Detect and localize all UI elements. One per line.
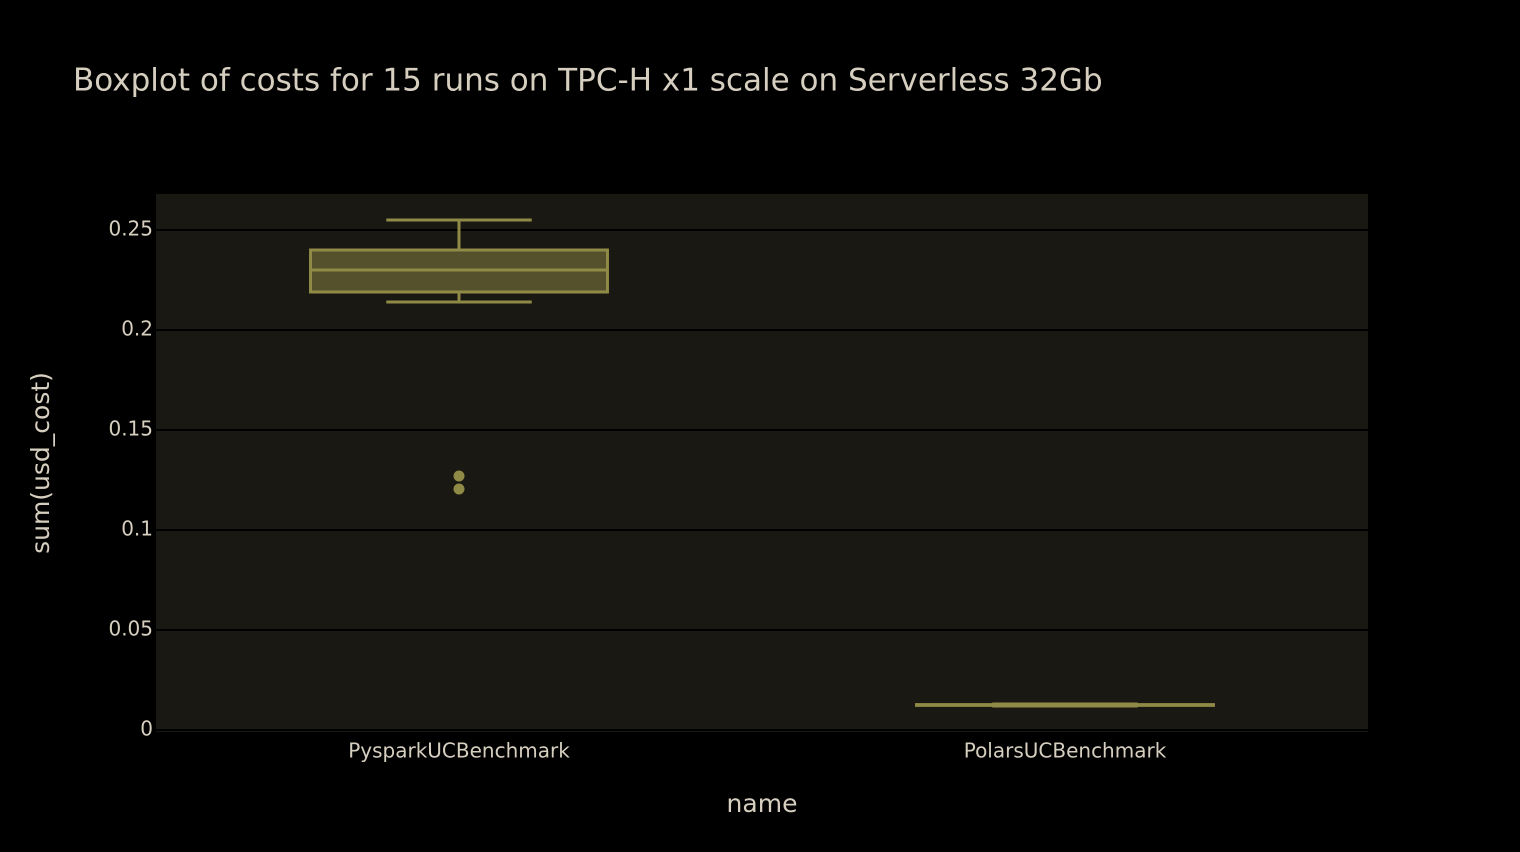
y-tick-label: 0.25: [108, 217, 153, 241]
chart-title: Boxplot of costs for 15 runs on TPC-H x1…: [73, 63, 1103, 99]
y-tick-label: 0.05: [108, 617, 153, 641]
y-axis-label: sum(usd_cost): [26, 372, 55, 554]
x-tick-label: PysparkUCBenchmark: [348, 739, 570, 763]
y-tick-label: 0.15: [108, 417, 153, 441]
x-tick-label: PolarsUCBenchmark: [964, 739, 1167, 763]
outlier: [453, 470, 465, 482]
y-tick-label: 0.1: [121, 517, 153, 541]
y-tick-label: 0: [140, 717, 153, 741]
x-axis-label: name: [727, 789, 798, 818]
outlier: [453, 483, 465, 495]
y-tick-label: 0.2: [121, 317, 153, 341]
